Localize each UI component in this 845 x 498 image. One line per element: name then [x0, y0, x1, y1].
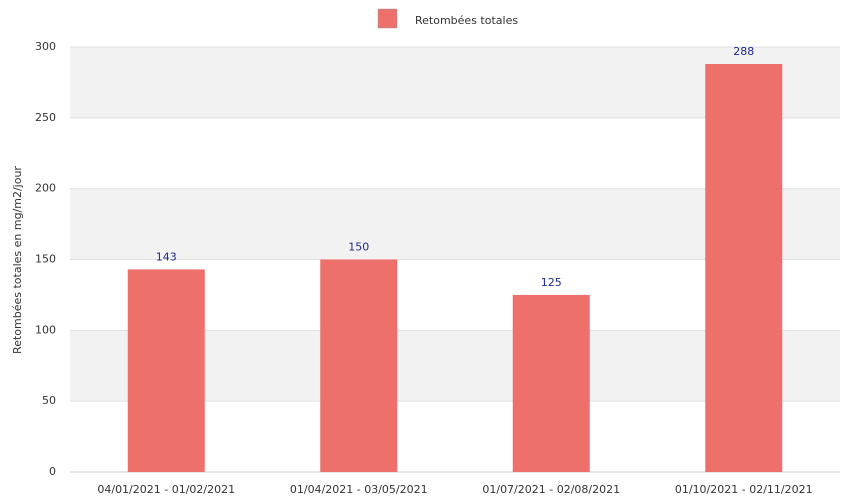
legend-label: Retombées totales — [415, 14, 518, 27]
x-tick-label: 01/04/2021 - 03/05/2021 — [290, 483, 428, 496]
y-tick-label: 0 — [49, 465, 56, 478]
bar — [127, 269, 205, 472]
y-tick-label: 200 — [35, 182, 56, 195]
y-axis-label: Retombées totales en mg/m2/jour — [11, 166, 24, 354]
value-label: 288 — [733, 45, 754, 58]
value-label: 150 — [348, 241, 369, 254]
bar — [320, 259, 398, 472]
bar — [512, 294, 590, 472]
value-label: 143 — [156, 250, 177, 263]
y-tick-label: 100 — [35, 323, 56, 336]
y-tick-label: 50 — [42, 394, 56, 407]
legend-swatch — [377, 8, 398, 29]
y-tick-label: 150 — [35, 253, 56, 266]
x-tick-label: 01/10/2021 - 02/11/2021 — [675, 483, 813, 496]
bar — [705, 64, 783, 472]
value-label: 125 — [541, 276, 562, 289]
y-tick-label: 250 — [35, 111, 56, 124]
y-tick-label: 300 — [35, 40, 56, 53]
x-tick-label: 04/01/2021 - 01/02/2021 — [97, 483, 235, 496]
x-tick-label: 01/07/2021 - 02/08/2021 — [482, 483, 620, 496]
